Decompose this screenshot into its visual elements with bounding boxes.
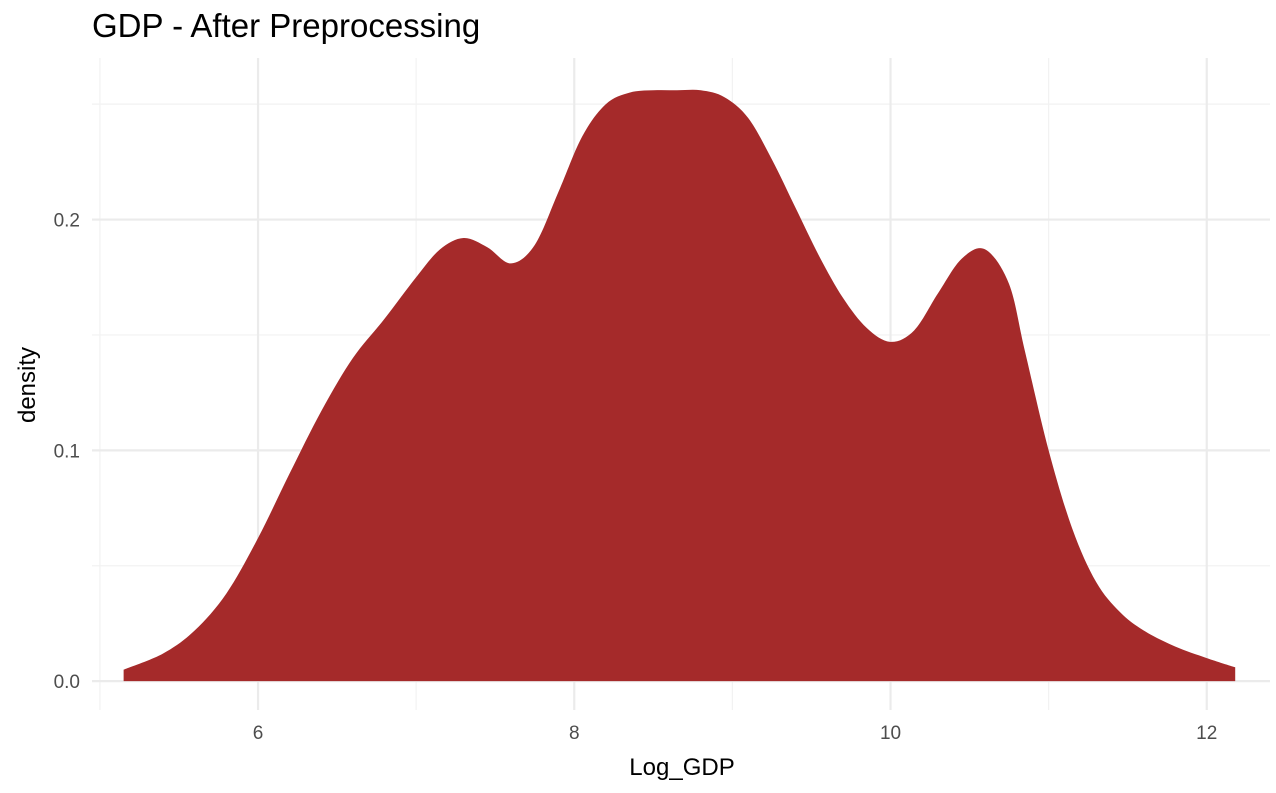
x-tick-label: 6 bbox=[253, 723, 264, 744]
x-tick-label: 12 bbox=[1196, 723, 1217, 744]
chart-title: GDP - After Preprocessing bbox=[92, 7, 480, 44]
density-area bbox=[123, 89, 1236, 682]
y-axis-title: density bbox=[14, 347, 41, 423]
y-tick-label: 0.0 bbox=[54, 672, 80, 693]
x-tick-labels: 6 8 10 12 bbox=[253, 723, 1218, 744]
x-tick-label: 8 bbox=[569, 723, 580, 744]
density-area-layer bbox=[123, 89, 1236, 682]
y-tick-label: 0.2 bbox=[54, 211, 80, 232]
y-tick-label: 0.1 bbox=[54, 441, 80, 462]
x-tick-label: 10 bbox=[880, 723, 901, 744]
x-axis-title: Log_GDP bbox=[629, 754, 734, 781]
y-tick-labels: 0.0 0.1 0.2 bbox=[54, 211, 80, 694]
